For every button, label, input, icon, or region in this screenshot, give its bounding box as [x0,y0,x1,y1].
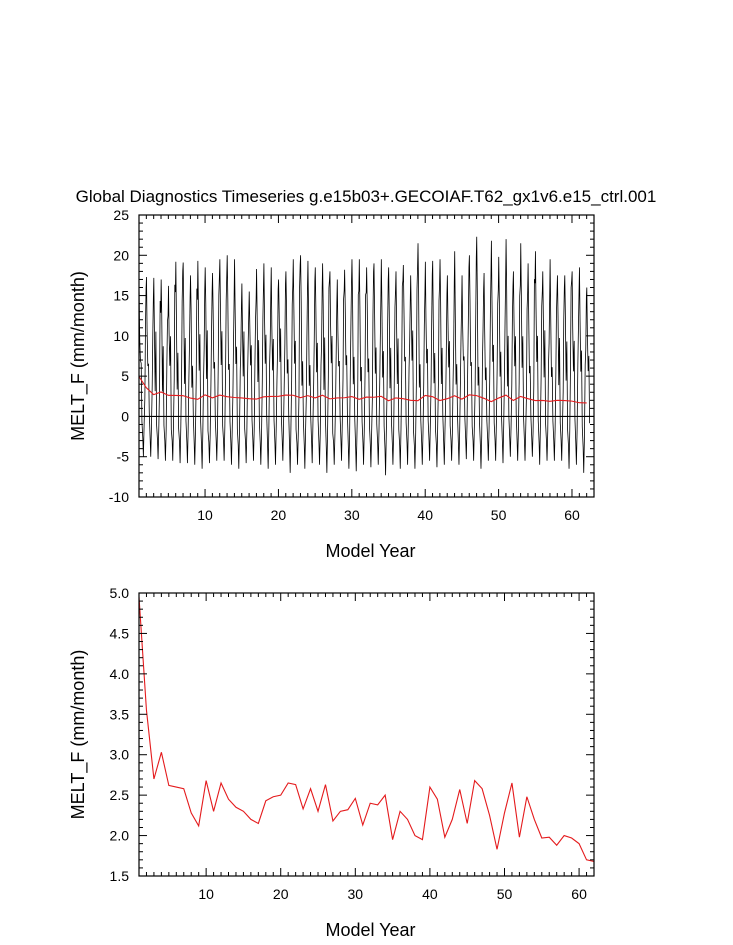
series-line-annual-mean [139,597,594,862]
x-tick-label: 20 [273,886,289,902]
y-tick-label: 4.0 [110,666,130,682]
y-tick-label: -10 [109,489,129,505]
y-tick-label: 5.0 [110,585,130,601]
y-tick-label: 20 [113,247,129,263]
x-tick-label: 50 [491,507,507,523]
y-tick-label: 0 [121,408,129,424]
x-tick-label: 60 [571,886,587,902]
x-tick-label: 60 [564,507,580,523]
x-axis-title: Model Year [325,541,415,561]
x-tick-label: 40 [422,886,438,902]
y-tick-label: 3.5 [110,706,130,722]
y-tick-label: 10 [113,328,129,344]
x-tick-label: 40 [417,507,433,523]
y-tick-label: 5 [121,368,129,384]
y-axis-title: MELT_F (mm/month) [68,271,89,441]
x-tick-label: 20 [271,507,287,523]
series-line-monthly [139,236,590,476]
x-axis-title: Model Year [325,920,415,940]
y-tick-label: 25 [113,207,129,223]
x-tick-label: 30 [344,507,360,523]
y-tick-label: 1.5 [110,868,130,884]
chart-title: Global Diagnostics Timeseries g.e15b03+.… [76,187,657,206]
x-tick-label: 10 [197,507,213,523]
y-tick-label: 4.5 [110,625,130,641]
y-tick-label: 2.5 [110,787,130,803]
x-tick-label: 30 [348,886,364,902]
series-line-annual-mean [139,376,587,404]
y-tick-label: 15 [113,288,129,304]
y-tick-label: -5 [117,449,130,465]
annual-panel: 10 20 30 40 50 60 1.5 2.0 2.5 3.0 3.5 4.0 4.5 5.0 Mode… [68,585,595,940]
y-tick-label: 2.0 [110,828,130,844]
monthly-panel: 10 20 30 40 50 60 -10 -5 0 5 10 15 20 25 Model Year MEL… [68,207,595,561]
x-tick-label: 10 [198,886,214,902]
plot-frame [138,592,595,877]
y-tick-label: 3.0 [110,747,130,763]
y-axis-title: MELT_F (mm/month) [68,650,89,820]
x-tick-label: 50 [497,886,513,902]
